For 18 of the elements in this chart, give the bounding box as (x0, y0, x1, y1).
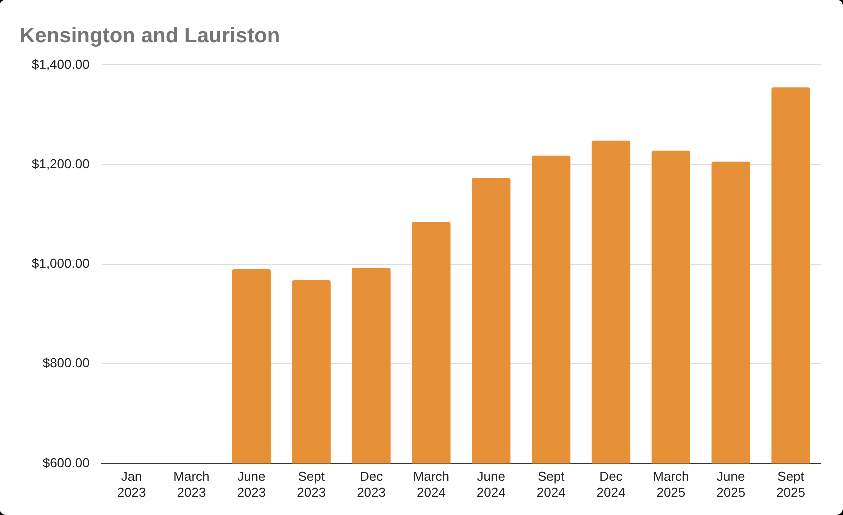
x-tick-label: Sept 2024 (536, 469, 566, 500)
x-tick-label: Dec 2023 (357, 469, 386, 500)
y-tick-label: $1,400.00 (32, 56, 90, 72)
x-tick-label: June 2023 (237, 469, 266, 500)
chart-title: Kensington and Lauriston (20, 24, 280, 48)
x-tick-label: March 2023 (174, 469, 210, 500)
x-tick-label: Dec 2024 (596, 469, 626, 500)
x-tick-label: Sept 2025 (776, 469, 806, 500)
y-tick-label: $1,000.00 (32, 256, 90, 272)
x-tick-label: March 2025 (653, 469, 690, 500)
x-tick-label: June 2025 (716, 469, 746, 500)
x-tick-label: June 2024 (476, 469, 506, 500)
y-tick-label: $600.00 (42, 455, 90, 470)
y-tick-label: $1,200.00 (32, 156, 90, 172)
x-tick-label: Sept 2023 (297, 469, 326, 500)
x-tick-label: March 2024 (413, 469, 450, 500)
x-tick-label: Jan 2023 (117, 469, 146, 500)
y-tick-label: $800.00 (42, 356, 90, 371)
